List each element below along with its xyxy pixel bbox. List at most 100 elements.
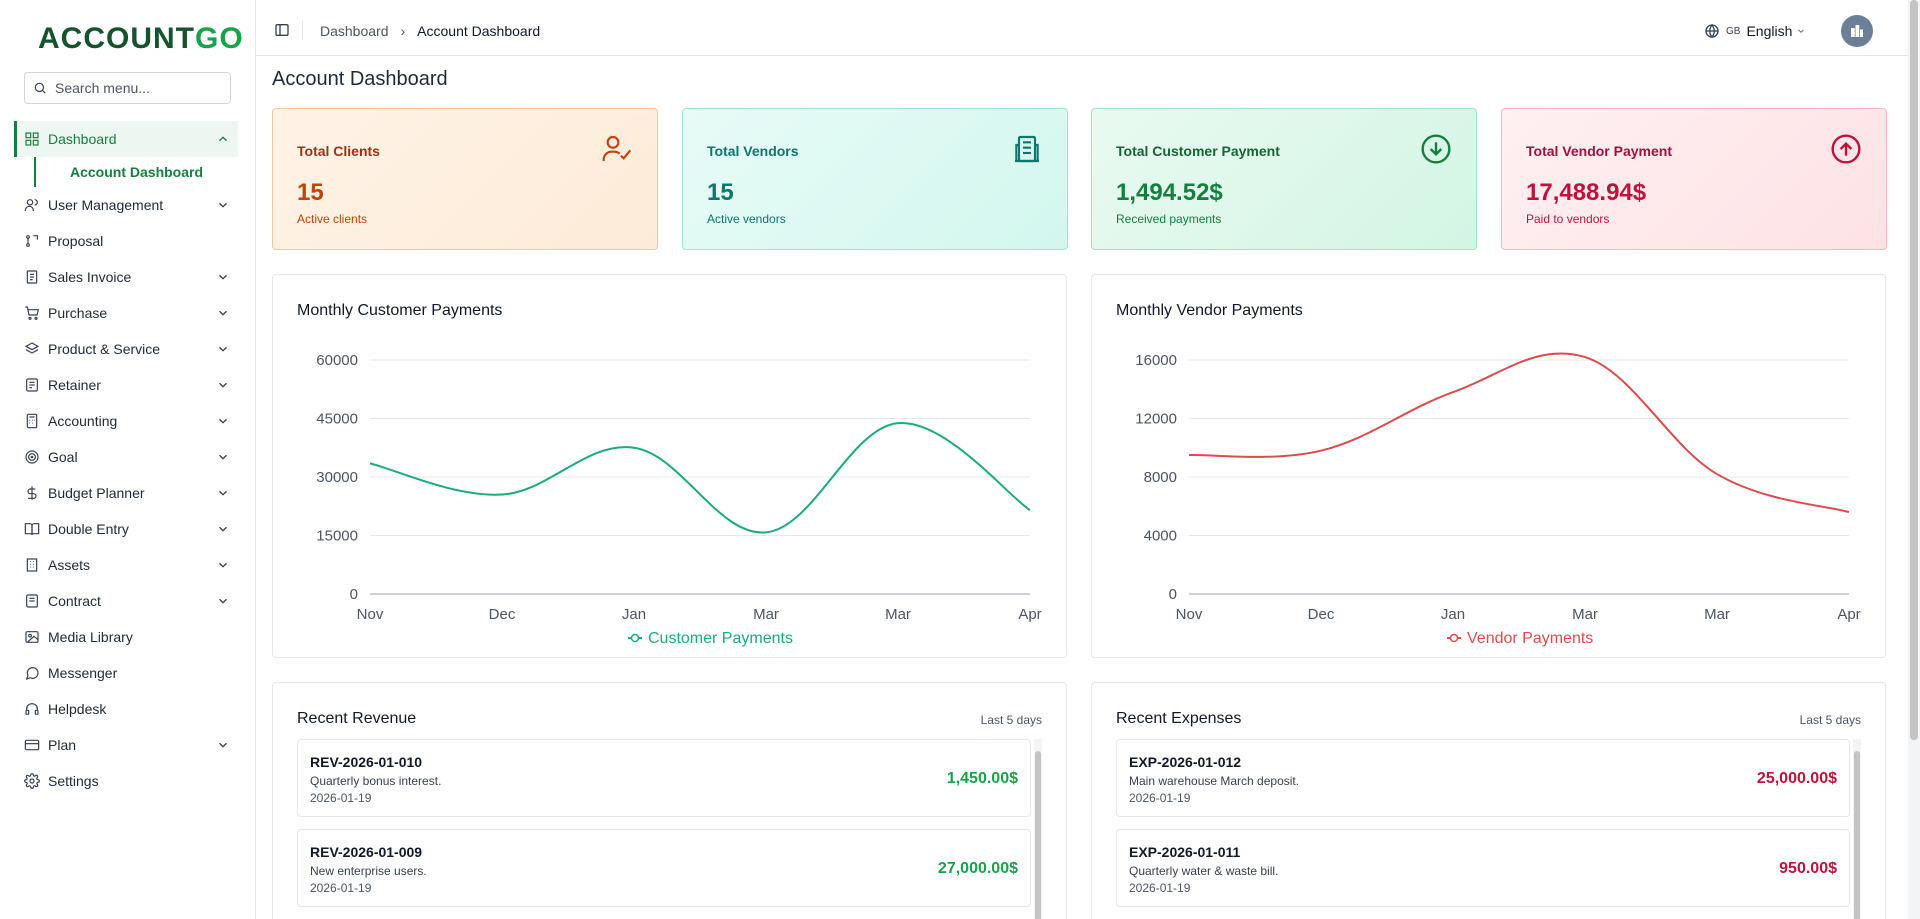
sidebar-item-retainer[interactable]: Retainer xyxy=(14,367,238,403)
building-icon xyxy=(1015,135,1039,163)
recent-revenue-panel: Recent Revenue Last 5 days REV-2026-01-0… xyxy=(272,682,1067,919)
grid-icon xyxy=(24,131,40,147)
chart-panel-customer-payments: Monthly Customer Payments 60000 45000 3000… xyxy=(272,274,1067,658)
page-scrollbar[interactable] xyxy=(1908,0,1920,919)
x-tick-label: Mar xyxy=(1572,606,1598,623)
message-icon xyxy=(24,665,40,681)
y-tick-label: 8000 xyxy=(1144,469,1177,486)
briefcase-icon xyxy=(24,377,40,393)
layers-icon xyxy=(24,341,40,357)
item-amount: 25,000.00$ xyxy=(1756,770,1837,787)
invoice-icon xyxy=(24,269,40,285)
list-scrollbar[interactable] xyxy=(1034,739,1042,919)
stat-label: Total Customer Payment xyxy=(1116,143,1280,159)
sidebar-search[interactable] xyxy=(24,72,231,104)
sidebar-item-goal[interactable]: Goal xyxy=(14,439,238,475)
revenue-list[interactable]: REV-2026-01-010 Quarterly bonus interest… xyxy=(297,739,1042,919)
chart-panel-vendor-payments: Monthly Vendor Payments 16000 12000 8000 40… xyxy=(1091,274,1886,658)
sidebar-item-purchase[interactable]: Purchase xyxy=(14,295,238,331)
sidebar-item-label: User Management xyxy=(48,197,164,213)
sidebar-item-accounting[interactable]: Accounting xyxy=(14,403,238,439)
customer-payments-chart: 60000 45000 30000 15000 0 Nov Dec Jan Mar Mar Apr C… xyxy=(316,352,1041,647)
arrow-up-circle-icon xyxy=(1831,134,1861,164)
language-label: English xyxy=(1746,23,1793,39)
item-desc: Quarterly bonus interest. xyxy=(310,774,442,788)
top-header: Dashboard › Account Dashboard GB English xyxy=(256,0,1908,56)
item-date: 2026-01-19 xyxy=(310,881,372,895)
panel-title: Recent Revenue xyxy=(297,710,417,727)
search-input[interactable] xyxy=(55,80,215,96)
sidebar-item-plan[interactable]: Plan xyxy=(14,727,238,763)
sidebar-item-sales-invoice[interactable]: Sales Invoice xyxy=(14,259,238,295)
list-item[interactable]: REV-2026-01-010 Quarterly bonus interest… xyxy=(297,739,1031,817)
y-tick-label: 4000 xyxy=(1144,528,1177,545)
series-line xyxy=(369,422,1031,534)
list-item[interactable]: EXP-2026-01-012 Main warehouse March dep… xyxy=(1116,739,1850,817)
chart-title: Monthly Vendor Payments xyxy=(1116,302,1303,319)
legend-label: Vendor Payments xyxy=(1467,630,1593,647)
chart-title: Monthly Customer Payments xyxy=(297,302,503,319)
language-code: GB xyxy=(1726,25,1741,37)
sidebar-item-user-management[interactable]: User Management xyxy=(14,187,238,223)
panel-title: Recent Expenses xyxy=(1116,710,1242,727)
item-desc: Main warehouse March deposit. xyxy=(1129,774,1300,788)
stat-label: Total Clients xyxy=(297,143,380,159)
y-tick-label: 12000 xyxy=(1135,411,1177,428)
chevron-down-icon xyxy=(219,562,227,568)
sidebar-item-label: Accounting xyxy=(48,413,118,429)
sidebar-item-double-entry[interactable]: Double Entry xyxy=(14,511,238,547)
sidebar-item-proposal[interactable]: Proposal xyxy=(14,223,238,259)
series-line xyxy=(1188,352,1850,514)
stat-card-total-vendors: Total Vendors 15 Active vendors xyxy=(682,108,1068,250)
language-selector[interactable]: GB English xyxy=(1704,23,1806,39)
sidebar-nav: Dashboard Account Dashboard User Managemen… xyxy=(14,121,238,799)
sidebar-toggle-icon[interactable] xyxy=(274,22,290,38)
sidebar-item-contract[interactable]: Contract xyxy=(14,583,238,619)
item-amount: 950.00$ xyxy=(1779,860,1837,877)
sidebar-item-helpdesk[interactable]: Helpdesk xyxy=(14,691,238,727)
sidebar-item-assets[interactable]: Assets xyxy=(14,547,238,583)
stat-label: Total Vendor Payment xyxy=(1526,143,1672,159)
x-tick-label: Nov xyxy=(1176,606,1203,623)
contract-icon xyxy=(24,593,40,609)
sidebar-item-media-library[interactable]: Media Library xyxy=(14,619,238,655)
item-id: REV-2026-01-010 xyxy=(310,754,423,770)
chevron-down-icon xyxy=(219,418,227,424)
list-scrollbar[interactable] xyxy=(1853,739,1861,919)
breadcrumb-dashboard[interactable]: Dashboard xyxy=(320,23,389,39)
sidebar-item-dashboard[interactable]: Dashboard xyxy=(14,121,238,157)
y-tick-label: 45000 xyxy=(316,411,358,428)
sidebar-item-messenger[interactable]: Messenger xyxy=(14,655,238,691)
sidebar-item-settings[interactable]: Settings xyxy=(14,763,238,799)
globe-icon xyxy=(1705,23,1719,39)
gear-icon xyxy=(24,773,40,789)
list-scrollbar-thumb[interactable] xyxy=(1035,751,1041,919)
sidebar-item-label: Dashboard xyxy=(48,131,117,147)
legend-marker xyxy=(630,633,640,643)
y-tick-label: 15000 xyxy=(316,528,358,545)
stat-sub: Active clients xyxy=(297,212,368,226)
expenses-list[interactable]: EXP-2026-01-012 Main warehouse March dep… xyxy=(1116,739,1861,919)
chevron-down-icon xyxy=(219,310,227,316)
stat-value: 15 xyxy=(707,179,734,206)
avatar[interactable] xyxy=(1841,15,1873,47)
arrow-down-circle-icon xyxy=(1421,134,1451,164)
stat-card-total-clients: Total Clients 15 Active clients xyxy=(272,108,658,250)
chevron-down-icon xyxy=(219,382,227,388)
list-item[interactable]: EXP-2026-01-011 Quarterly water & waste … xyxy=(1116,829,1850,907)
chevron-down-icon xyxy=(219,742,227,748)
brand-logo[interactable]: ACCOUNTGO xyxy=(38,22,244,55)
item-id: EXP-2026-01-012 xyxy=(1129,754,1242,770)
page-scrollbar-thumb[interactable] xyxy=(1910,0,1918,740)
list-item[interactable]: REV-2026-01-009 New enterprise users. 20… xyxy=(297,829,1031,907)
sidebar-item-product-service[interactable]: Product & Service xyxy=(14,331,238,367)
list-scrollbar-thumb[interactable] xyxy=(1854,751,1860,919)
sidebar-item-label: Purchase xyxy=(48,305,108,321)
sidebar-item-budget-planner[interactable]: Budget Planner xyxy=(14,475,238,511)
target-icon xyxy=(24,449,40,465)
stat-card-customer-payment: Total Customer Payment 1,494.52$ Receive… xyxy=(1091,108,1477,250)
chevron-down-icon xyxy=(219,490,227,496)
chevron-down-icon xyxy=(219,346,227,352)
sidebar-subitem-account-dashboard[interactable]: Account Dashboard xyxy=(34,157,238,187)
users-icon xyxy=(24,197,40,213)
